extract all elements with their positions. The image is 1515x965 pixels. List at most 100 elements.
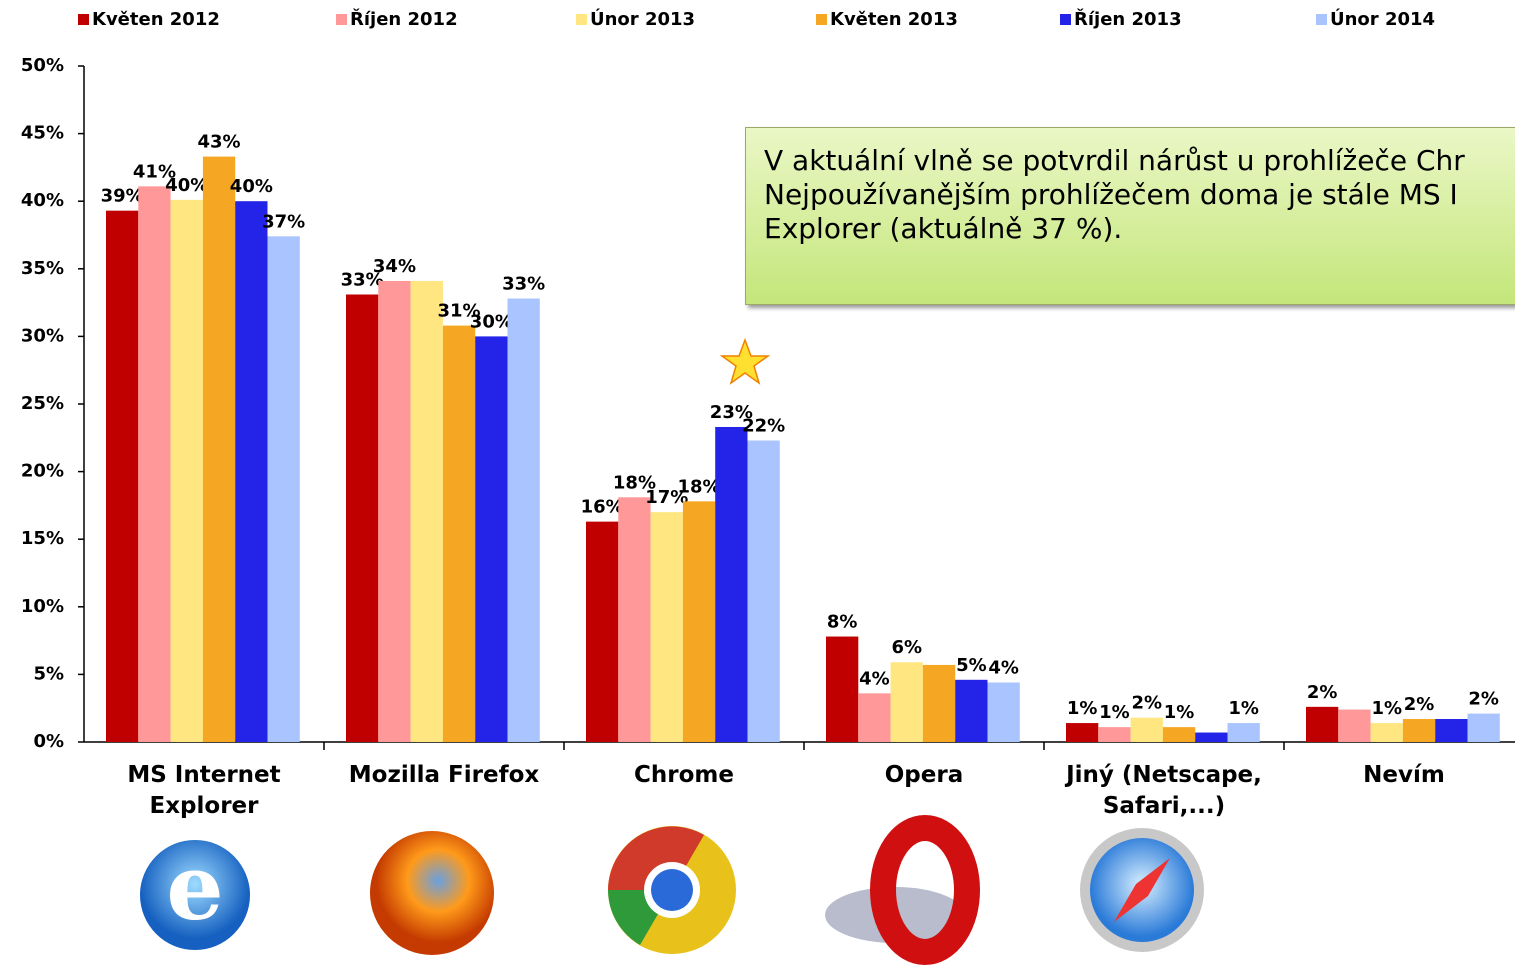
bar: [826, 636, 859, 742]
annotation-line: V aktuální vlně se potvrdil nárůst u pro…: [764, 144, 1465, 177]
data-label: 2%: [1131, 693, 1162, 714]
bar: [138, 186, 171, 742]
y-tick-label: 35%: [21, 258, 64, 279]
legend-swatch: [816, 14, 827, 25]
bar: [170, 199, 203, 742]
data-label: 2%: [1468, 689, 1499, 710]
data-label: 5%: [956, 655, 987, 676]
data-label: 1%: [1067, 698, 1098, 719]
data-label: 8%: [827, 612, 858, 633]
bar: [1227, 723, 1260, 742]
data-label: 40%: [165, 175, 208, 196]
data-label: 2%: [1404, 694, 1435, 715]
bar: [1195, 732, 1228, 742]
bar: [202, 156, 236, 743]
legend-label: Říjen 2013: [1074, 8, 1182, 30]
data-label: 1%: [1164, 702, 1195, 723]
legend-label: Únor 2014: [1330, 8, 1435, 30]
y-tick-label: 0%: [33, 731, 64, 752]
data-label: 23%: [710, 402, 753, 423]
data-label: 2%: [1307, 682, 1338, 703]
x-tick-label: Nevím: [1363, 762, 1445, 788]
y-tick-label: 50%: [21, 55, 64, 76]
bar: [922, 664, 956, 742]
opera-icon: [870, 815, 980, 965]
bar: [715, 426, 748, 742]
bar: [1306, 706, 1339, 742]
x-tick-label: Mozilla Firefox: [348, 762, 540, 788]
data-label: 30%: [470, 311, 513, 332]
data-label: 39%: [101, 186, 144, 207]
y-tick-label: 5%: [33, 663, 64, 684]
bar: [235, 201, 268, 742]
legend-label: Únor 2013: [590, 8, 695, 30]
bar: [890, 662, 923, 742]
data-label: 33%: [341, 269, 384, 290]
bar: [586, 521, 619, 742]
data-label: 33%: [502, 274, 545, 295]
bar: [507, 298, 540, 742]
bar: [858, 693, 891, 742]
annotation-line: Nejpoužívanějším prohlížečem doma je stá…: [764, 178, 1458, 211]
bar: [747, 440, 780, 742]
y-tick-label: 20%: [21, 461, 64, 482]
x-tick-label: Opera: [884, 762, 964, 788]
bar: [442, 325, 476, 742]
data-label: 17%: [645, 487, 688, 508]
data-label: 31%: [438, 301, 481, 322]
bar: [106, 210, 139, 742]
y-tick-label: 25%: [21, 393, 64, 414]
legend-swatch: [1060, 14, 1071, 25]
ie-icon: [140, 840, 250, 950]
bar: [1467, 713, 1500, 742]
chrome-center: [651, 869, 693, 911]
x-tick-label: MS Internet Explorer: [127, 762, 281, 819]
bar: [1435, 719, 1468, 742]
bar: [650, 512, 683, 742]
data-label: 1%: [1371, 698, 1402, 719]
bar: [682, 501, 716, 742]
firefox-icon: [370, 831, 494, 955]
data-label: 18%: [613, 472, 656, 493]
data-label: 1%: [1228, 698, 1259, 719]
data-label: 4%: [988, 658, 1019, 679]
data-label: 43%: [198, 132, 241, 153]
bar: [1098, 727, 1131, 742]
bar: [346, 294, 379, 742]
bar: [1370, 723, 1403, 742]
data-label: 34%: [373, 256, 416, 277]
data-label: 16%: [581, 497, 624, 518]
annotation-line: Explorer (aktuálně 37 %).: [764, 212, 1123, 245]
icons: e: [140, 815, 1204, 965]
legend-swatch: [336, 14, 347, 25]
legend-swatch: [1316, 14, 1327, 25]
bar: [1162, 727, 1196, 742]
y-tick-label: 15%: [21, 528, 64, 549]
y-tick-label: 40%: [21, 190, 64, 211]
data-label: 18%: [678, 476, 721, 497]
star: [719, 337, 771, 385]
data-label: 37%: [262, 211, 305, 232]
legend-swatch: [576, 14, 587, 25]
bar: [378, 280, 411, 742]
bar: [1338, 709, 1371, 742]
bar: [410, 280, 443, 742]
y-tick-label: 10%: [21, 596, 64, 617]
bar: [1402, 719, 1436, 742]
bar: [955, 679, 988, 742]
legend-label: Květen 2013: [830, 9, 958, 30]
ie-letter: e: [166, 835, 223, 941]
x-tick-label: Jiný (Netscape, Safari,...): [1066, 762, 1262, 819]
bar: [267, 236, 300, 743]
annotation-box: V aktuální vlně se potvrdil nárůst u pro…: [745, 127, 1515, 305]
x-tick-label: Chrome: [634, 762, 734, 788]
data-label: 1%: [1099, 702, 1130, 723]
safari-needle: [1114, 858, 1170, 922]
bar: [1066, 723, 1099, 742]
data-label: 41%: [133, 161, 176, 182]
bar: [475, 336, 508, 742]
bar: [618, 497, 651, 742]
data-label: 4%: [859, 668, 890, 689]
